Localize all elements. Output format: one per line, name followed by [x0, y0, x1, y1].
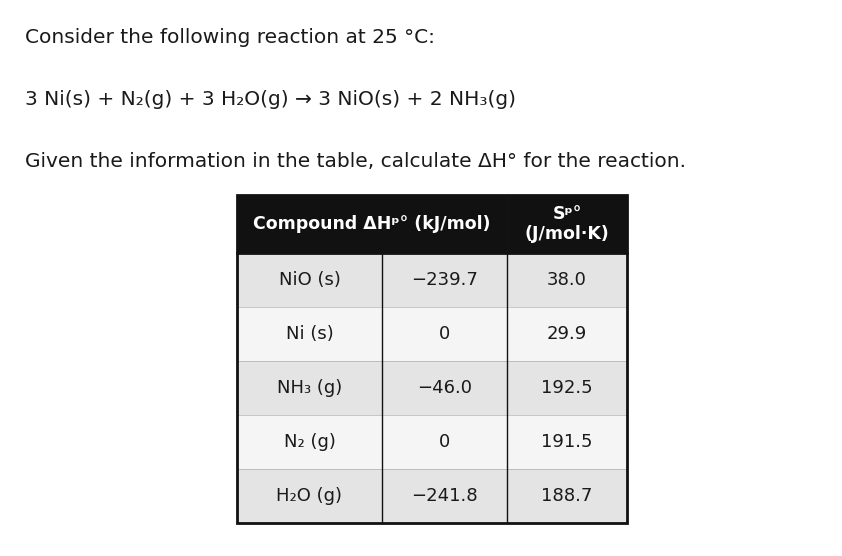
Text: −241.8: −241.8 [411, 487, 477, 505]
Text: 191.5: 191.5 [541, 433, 593, 451]
Text: (J/mol·K): (J/mol·K) [525, 225, 610, 244]
Bar [237, 361, 627, 415]
Text: Consider the following reaction at 25 °C:: Consider the following reaction at 25 °C… [25, 28, 435, 47]
Bar [237, 253, 627, 307]
Text: 0: 0 [439, 433, 450, 451]
Text: N₂ (g): N₂ (g) [284, 433, 335, 451]
Text: 192.5: 192.5 [541, 379, 593, 397]
Bar [237, 415, 627, 469]
Text: −46.0: −46.0 [417, 379, 472, 397]
Text: 38.0: 38.0 [547, 271, 587, 289]
Text: Compound ΔHᵖ° (kJ/mol): Compound ΔHᵖ° (kJ/mol) [253, 215, 491, 233]
Bar [237, 195, 627, 523]
Bar [237, 469, 627, 523]
Text: NiO (s): NiO (s) [279, 271, 340, 289]
Bar [237, 307, 627, 361]
Text: NH₃ (g): NH₃ (g) [277, 379, 342, 397]
Text: 3 Ni(s) + N₂(g) + 3 H₂O(g) → 3 NiO(s) + 2 NH₃(g): 3 Ni(s) + N₂(g) + 3 H₂O(g) → 3 NiO(s) + … [25, 90, 516, 109]
Text: 0: 0 [439, 325, 450, 343]
Bar [237, 195, 627, 253]
Text: Sᵖ°: Sᵖ° [552, 205, 582, 223]
Text: 188.7: 188.7 [541, 487, 593, 505]
Text: Given the information in the table, calculate ΔH° for the reaction.: Given the information in the table, calc… [25, 152, 686, 171]
Text: H₂O (g): H₂O (g) [276, 487, 343, 505]
Text: 29.9: 29.9 [546, 325, 587, 343]
Text: Ni (s): Ni (s) [285, 325, 333, 343]
Text: −239.7: −239.7 [411, 271, 478, 289]
